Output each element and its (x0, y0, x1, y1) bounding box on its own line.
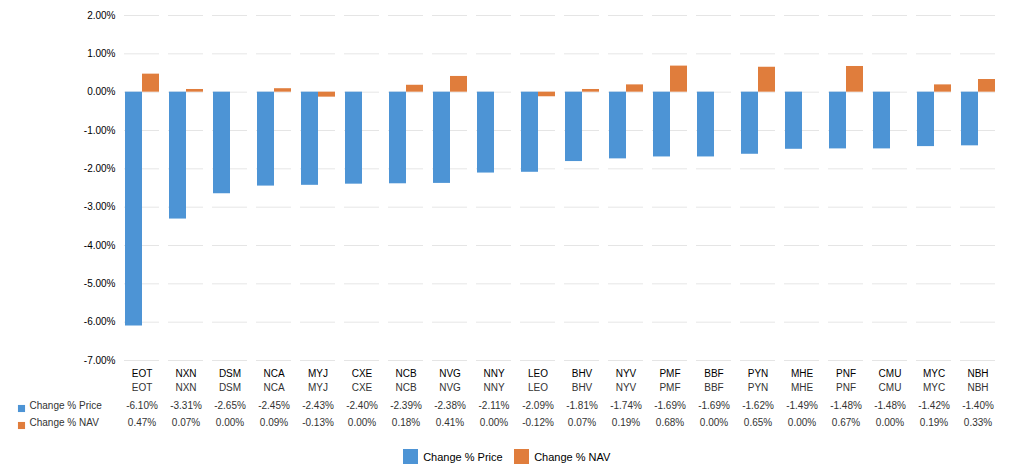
svg-text:NCB: NCB (395, 382, 416, 393)
svg-text:NNY: NNY (483, 368, 504, 379)
svg-text:EOT: EOT (132, 382, 153, 393)
svg-text:0.19%: 0.19% (612, 417, 640, 428)
svg-text:-2.00%: -2.00% (84, 163, 116, 174)
html-text:Change % Price: Change % Price (423, 450, 503, 463)
svg-text:-2.11%: -2.11% (479, 400, 510, 411)
svg-text:0.07%: 0.07% (172, 417, 200, 428)
svg-text:0.00%: 0.00% (876, 417, 904, 428)
svg-text:NYV: NYV (616, 382, 637, 393)
svg-text:NNY: NNY (483, 382, 504, 393)
svg-text:-2.65%: -2.65% (214, 400, 246, 411)
svg-text:0.00%: 0.00% (216, 417, 244, 428)
svg-text:1.00%: 1.00% (87, 48, 115, 59)
svg-text:LEO: LEO (528, 368, 548, 379)
svg-text:PNF: PNF (836, 368, 856, 379)
svg-text:-1.42%: -1.42% (918, 400, 950, 411)
svg-text:NBH: NBH (967, 368, 988, 379)
svg-text:PYN: PYN (748, 368, 769, 379)
svg-text:MHE: MHE (791, 382, 814, 393)
svg-text:-2.40%: -2.40% (346, 400, 378, 411)
svg-text:0.00%: 0.00% (788, 417, 816, 428)
svg-text:MYJ: MYJ (308, 382, 328, 393)
svg-text:CXE: CXE (352, 368, 373, 379)
svg-text:CMU: CMU (879, 368, 902, 379)
svg-text:-2.38%: -2.38% (434, 400, 466, 411)
svg-text:EOT: EOT (132, 368, 153, 379)
svg-text:0.09%: 0.09% (260, 417, 288, 428)
svg-text:0.00%: 0.00% (700, 417, 728, 428)
svg-text:0.00%: 0.00% (348, 417, 376, 428)
svg-text:CXE: CXE (352, 382, 373, 393)
svg-text:-1.62%: -1.62% (742, 400, 774, 411)
svg-text:-4.00%: -4.00% (84, 240, 116, 251)
svg-text:-2.39%: -2.39% (390, 400, 422, 411)
svg-text:0.00%: 0.00% (87, 86, 115, 97)
svg-text:DSM: DSM (219, 368, 241, 379)
svg-text:CMU: CMU (879, 382, 902, 393)
svg-text:-1.74%: -1.74% (610, 400, 642, 411)
svg-text:-1.48%: -1.48% (830, 400, 862, 411)
svg-text:MYC: MYC (923, 382, 945, 393)
svg-text:NVG: NVG (439, 382, 461, 393)
svg-text:DSM: DSM (219, 382, 241, 393)
svg-text:-7.00%: -7.00% (84, 355, 116, 366)
svg-text:BHV: BHV (572, 368, 593, 379)
svg-text:PMF: PMF (659, 368, 680, 379)
svg-text:0.00%: 0.00% (480, 417, 508, 428)
svg-text:MHE: MHE (791, 368, 814, 379)
svg-text:BHV: BHV (572, 382, 593, 393)
svg-text:0.18%: 0.18% (392, 417, 420, 428)
svg-text:Change % NAV: Change % NAV (30, 417, 100, 428)
svg-text:-3.31%: -3.31% (170, 400, 202, 411)
svg-text:-1.48%: -1.48% (874, 400, 906, 411)
svg-text:-0.13%: -0.13% (302, 417, 334, 428)
svg-text:-5.00%: -5.00% (84, 278, 116, 289)
svg-text:0.65%: 0.65% (744, 417, 772, 428)
svg-text:0.19%: 0.19% (920, 417, 948, 428)
svg-text:NCA: NCA (263, 382, 284, 393)
svg-text:Change % Price: Change % Price (30, 400, 103, 411)
svg-text:-0.12%: -0.12% (522, 417, 554, 428)
svg-text:2.00%: 2.00% (87, 10, 115, 21)
svg-text:0.33%: 0.33% (964, 417, 992, 428)
svg-text:0.07%: 0.07% (568, 417, 596, 428)
svg-text:0.47%: 0.47% (128, 417, 156, 428)
svg-text:-6.00%: -6.00% (84, 316, 116, 327)
html-text:Change % NAV: Change % NAV (534, 450, 611, 463)
svg-text:PYN: PYN (748, 382, 769, 393)
svg-text:-6.10%: -6.10% (126, 400, 158, 411)
svg-text:NCB: NCB (395, 368, 416, 379)
svg-text:BBF: BBF (704, 368, 723, 379)
svg-text:0.41%: 0.41% (436, 417, 464, 428)
svg-text:NXN: NXN (175, 382, 196, 393)
svg-text:-3.00%: -3.00% (84, 201, 116, 212)
svg-text:-1.69%: -1.69% (698, 400, 730, 411)
svg-text:NXN: NXN (175, 368, 196, 379)
svg-text:-1.69%: -1.69% (654, 400, 686, 411)
svg-text:LEO: LEO (528, 382, 548, 393)
svg-text:BBF: BBF (704, 382, 723, 393)
svg-text:0.68%: 0.68% (656, 417, 684, 428)
svg-text:NBH: NBH (967, 382, 988, 393)
svg-text:-1.40%: -1.40% (962, 400, 994, 411)
svg-text:NYV: NYV (616, 368, 637, 379)
svg-text:-1.49%: -1.49% (786, 400, 818, 411)
svg-text:MYJ: MYJ (308, 368, 328, 379)
svg-text:PNF: PNF (836, 382, 856, 393)
svg-text:NCA: NCA (263, 368, 284, 379)
svg-text:-2.43%: -2.43% (302, 400, 334, 411)
svg-text:-1.81%: -1.81% (566, 400, 598, 411)
svg-text:MYC: MYC (923, 368, 945, 379)
svg-text:0.67%: 0.67% (832, 417, 860, 428)
svg-text:-1.00%: -1.00% (84, 125, 116, 136)
svg-text:-2.09%: -2.09% (522, 400, 554, 411)
svg-text:-2.45%: -2.45% (258, 400, 290, 411)
svg-text:NVG: NVG (439, 368, 461, 379)
svg-text:PMF: PMF (659, 382, 680, 393)
